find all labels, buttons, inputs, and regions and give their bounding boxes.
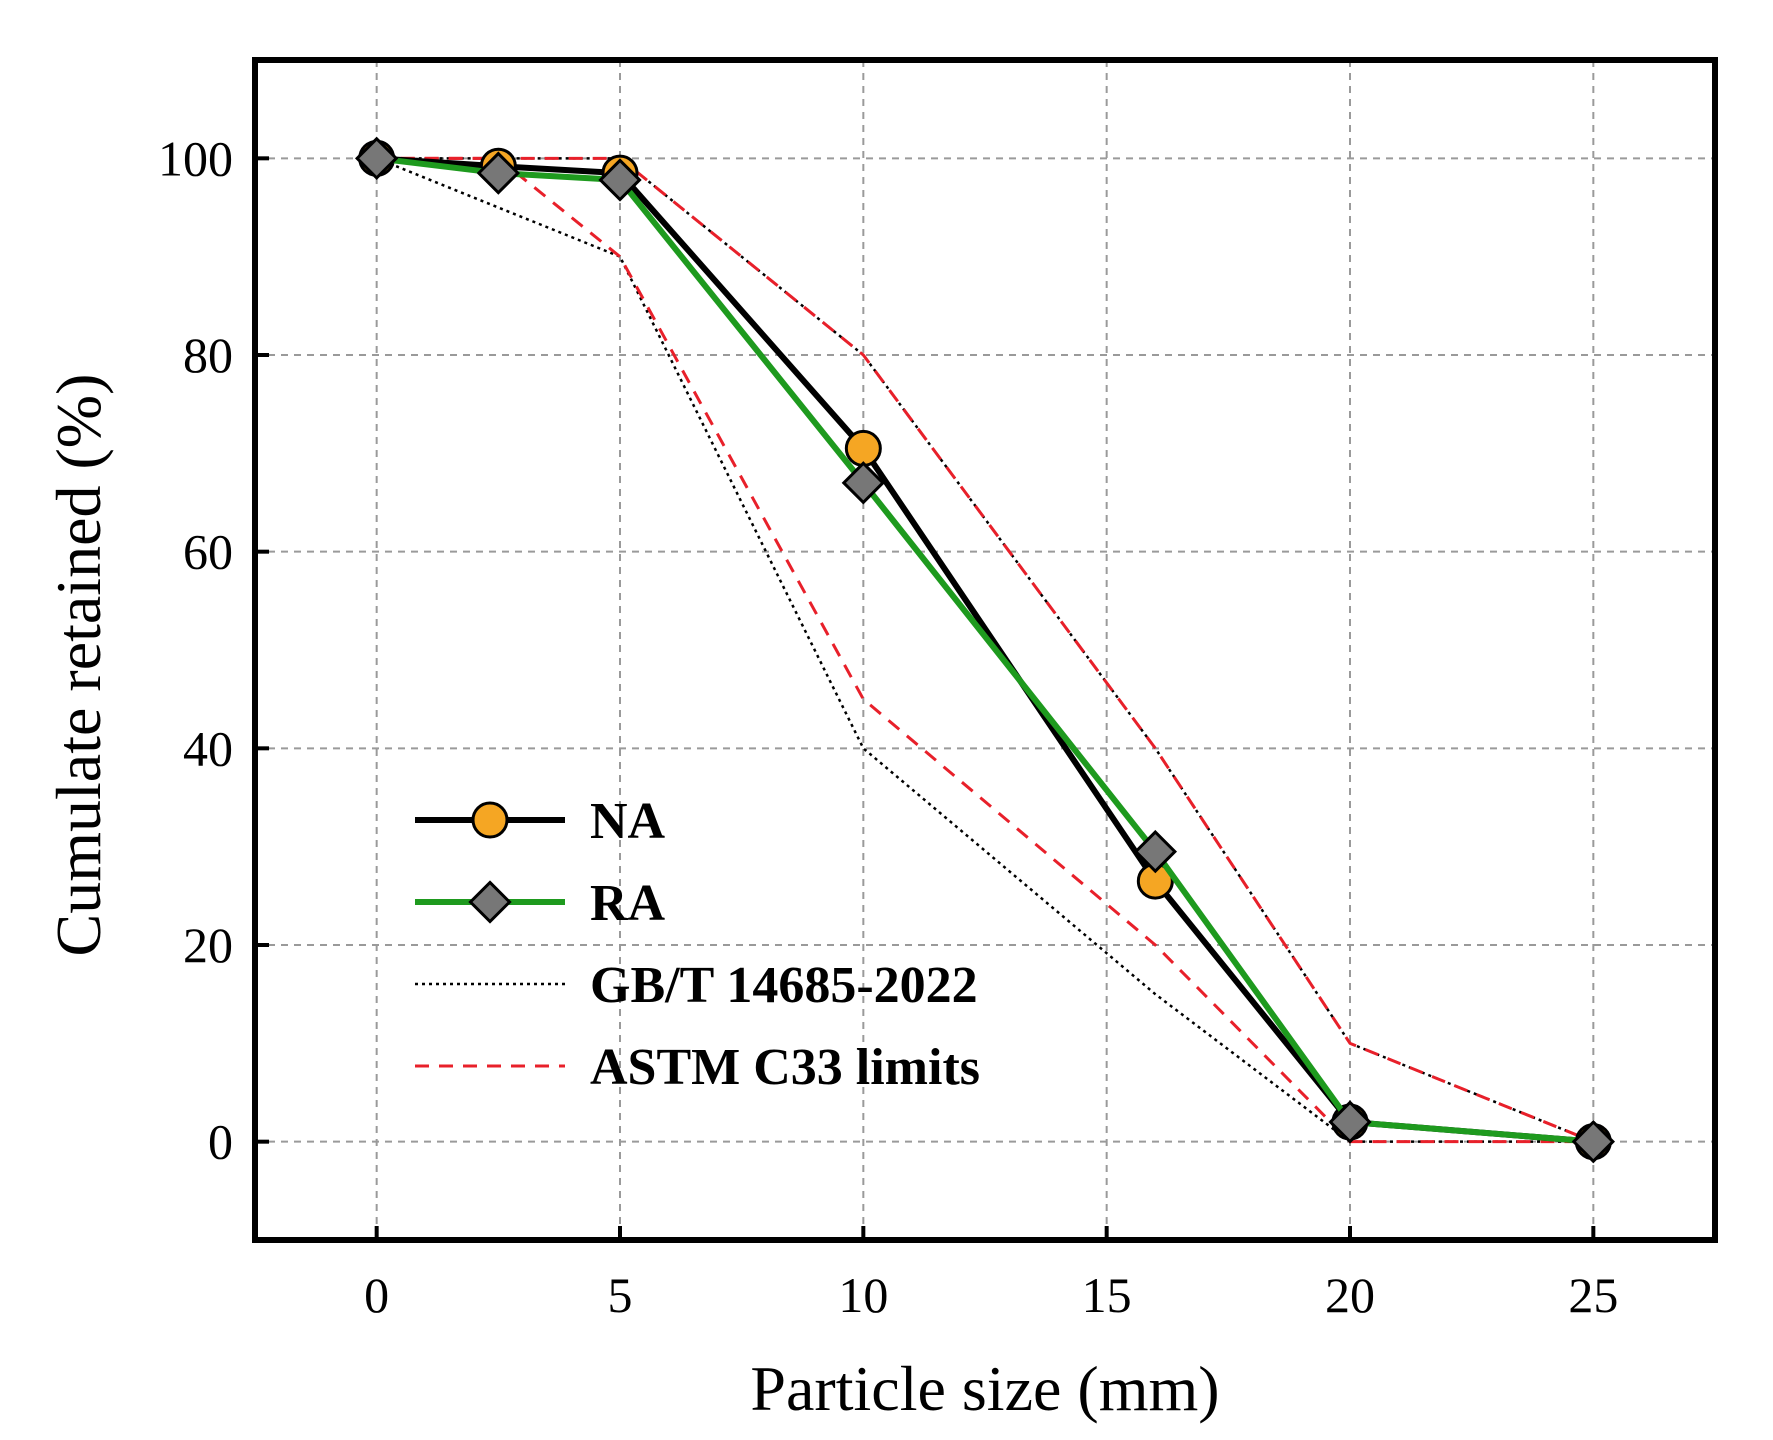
legend-marker [471,801,509,839]
series-na [358,139,1612,1161]
y-tick-label: 60 [183,524,233,580]
x-axis-title: Particle size (mm) [750,1353,1219,1424]
legend: NA RA GB/T 14685-2022 ASTM C33 limits [415,793,980,1096]
y-tick-label: 100 [158,130,233,186]
series-gb-t-14685-2022 [376,157,1594,1143]
series-line [376,155,1594,1145]
lower-limit-line [376,157,1594,1143]
y-tick-label: 40 [183,720,233,776]
data-point [1328,1100,1372,1144]
y-tick-label: 80 [183,327,233,383]
plot-series [354,136,1616,1164]
series-astm-c33-limits [376,156,1594,1144]
legend-marker [468,880,512,924]
upper-limit-line [376,156,1594,1144]
grid [255,60,1715,1240]
series-line [376,155,1594,1145]
x-tick-label: 5 [608,1267,633,1323]
data-point [1571,1119,1616,1164]
lower-limit-line [376,156,1594,1144]
y-tick-label: 0 [208,1114,233,1170]
data-point [476,151,521,195]
data-point [1133,829,1178,874]
data-point [598,158,642,202]
y-axis-title: Cumulate retained (%) [43,374,114,957]
legend-item: RA [415,875,666,932]
legend-item: ASTM C33 limits [415,1039,980,1096]
series-ra [354,136,1616,1164]
y-tick-label: 20 [183,917,233,973]
legend-item: NA [415,793,666,850]
legend-label: NA [590,793,666,850]
axis-ticks: 0 5 10 15 20 25 0 20 40 60 80 100 [158,130,1618,1323]
data-point [841,461,886,505]
x-tick-label: 20 [1325,1267,1375,1323]
x-tick-label: 0 [364,1267,389,1323]
legend-label: ASTM C33 limits [590,1039,980,1096]
data-point [844,429,882,467]
legend-item: GB/T 14685-2022 [415,957,978,1014]
x-tick-label: 15 [1082,1267,1132,1323]
data-point [354,136,399,181]
x-tick-label: 25 [1568,1267,1618,1323]
x-tick-label: 10 [838,1267,888,1323]
legend-label: GB/T 14685-2022 [590,957,978,1014]
plot-frame [252,57,1718,1243]
upper-limit-line [376,157,1594,1143]
legend-label: RA [590,875,666,932]
